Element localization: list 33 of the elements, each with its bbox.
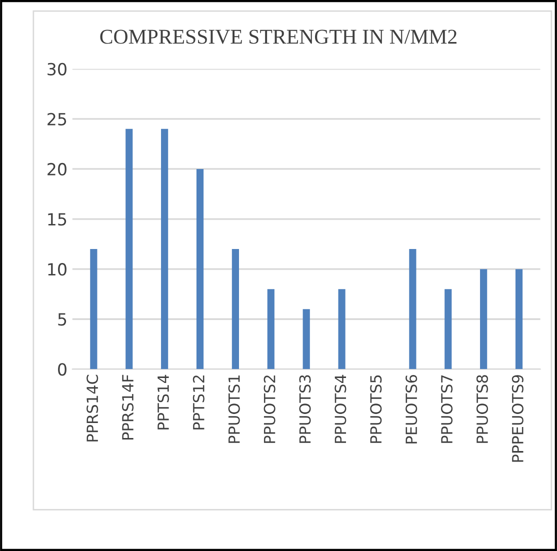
bar (338, 289, 346, 370)
bar (232, 249, 240, 370)
bar (409, 249, 416, 370)
y-tick-label: 15 (48, 213, 66, 226)
x-tick-label: PPTS12 (192, 376, 204, 430)
y-tick-label: 25 (48, 112, 66, 126)
x-tick-label: PPPEUOTS9 (512, 375, 524, 462)
x-tick-label: PPRS14F (122, 374, 134, 440)
y-tick-label: 30 (48, 62, 66, 76)
bar (161, 128, 168, 370)
chart-title: COMPRESSIVE STRENGTH IN N/MM2 (100, 30, 456, 44)
bar (444, 289, 452, 370)
x-tick-label: PPUOTS3 (299, 375, 311, 443)
x-tick-label: PPUOTS5 (370, 375, 382, 443)
bar (480, 269, 488, 370)
x-tick-label: PEUOTS6 (406, 374, 418, 444)
x-tick-label: PPUOTS8 (476, 375, 488, 443)
bar (267, 289, 274, 370)
y-tick-label: 10 (48, 263, 66, 276)
bar (90, 249, 98, 370)
x-tick-label: PPUOTS2 (264, 376, 276, 443)
x-tick-label: PPUOTS1 (228, 375, 240, 443)
bar (515, 269, 523, 370)
bar (126, 128, 133, 370)
x-tick-label: PPRS14C (86, 374, 98, 442)
y-tick-label: 5 (58, 313, 66, 326)
y-tick-label: 0 (58, 363, 66, 376)
x-tick-label: PPUOTS4 (334, 374, 346, 443)
x-tick-label: PPTS14 (157, 374, 169, 430)
x-tick-label: PPUOTS7 (441, 375, 453, 443)
y-tick-label: 20 (48, 162, 66, 176)
bar (302, 309, 310, 370)
bar (196, 168, 204, 370)
